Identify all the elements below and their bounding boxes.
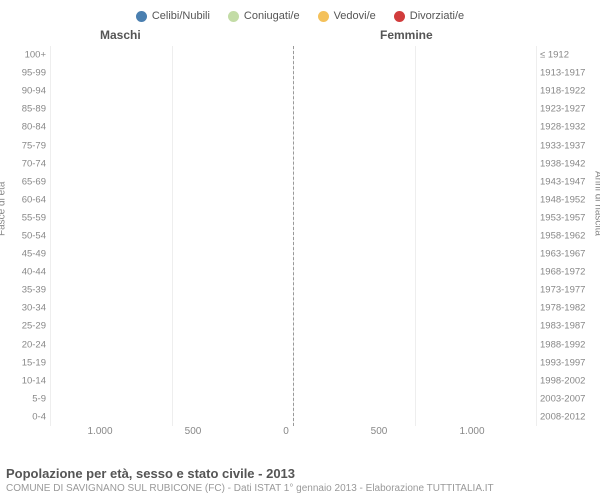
- y-tick-year: 1943-1947: [540, 177, 600, 187]
- chart-footer: Popolazione per età, sesso e stato civil…: [6, 466, 594, 494]
- y-tick-age: 90-94: [0, 86, 46, 96]
- header-female: Femmine: [380, 28, 433, 42]
- y-tick-year: 1963-1967: [540, 249, 600, 259]
- y-tick-year: 1948-1952: [540, 195, 600, 205]
- y-tick-year: 2003-2007: [540, 394, 600, 404]
- age-row: [50, 66, 536, 80]
- chart-title: Popolazione per età, sesso e stato civil…: [6, 466, 594, 481]
- age-row: [50, 48, 536, 62]
- y-tick-age: 50-54: [0, 231, 46, 241]
- legend-label: Vedovi/e: [334, 10, 376, 22]
- y-tick-age: 30-34: [0, 304, 46, 314]
- age-row: [50, 175, 536, 189]
- y-tick-year: 1953-1957: [540, 213, 600, 223]
- y-tick-age: 70-74: [0, 159, 46, 169]
- y-tick-year: ≤ 1912: [540, 50, 600, 60]
- y-tick-age: 45-49: [0, 249, 46, 259]
- legend-label: Celibi/Nubili: [152, 10, 210, 22]
- age-row: [50, 193, 536, 207]
- age-row: [50, 265, 536, 279]
- age-row: [50, 301, 536, 315]
- y-tick-year: 1958-1962: [540, 231, 600, 241]
- age-row: [50, 247, 536, 261]
- y-tick-age: 80-84: [0, 123, 46, 133]
- legend-swatch: [136, 11, 147, 22]
- y-axis-age: 0-4 5-9 10-14 15-19 20-24 25-29 30-34 35-39 40-4…: [0, 46, 46, 426]
- column-headers: Maschi Femmine: [0, 28, 600, 44]
- legend-label: Divorziati/e: [410, 10, 464, 22]
- y-tick-age: 20-24: [0, 340, 46, 350]
- age-row: [50, 338, 536, 352]
- legend-item: Celibi/Nubili: [136, 10, 210, 22]
- legend: Celibi/Nubili Coniugati/e Vedovi/e Divorzia…: [0, 10, 600, 22]
- chart-subtitle: COMUNE DI SAVIGNANO SUL RUBICONE (FC) - …: [6, 483, 594, 494]
- age-row: [50, 319, 536, 333]
- age-row: [50, 102, 536, 116]
- y-tick-year: 1988-1992: [540, 340, 600, 350]
- header-male: Maschi: [100, 28, 141, 42]
- y-tick-year: 2008-2012: [540, 412, 600, 422]
- legend-item: Vedovi/e: [318, 10, 376, 22]
- x-tick: 500: [185, 426, 202, 437]
- legend-swatch: [228, 11, 239, 22]
- age-row: [50, 84, 536, 98]
- y-tick-age: 85-89: [0, 105, 46, 115]
- x-axis: 1.00050005001.000: [100, 426, 472, 444]
- plot-area: 1.00050005001.000: [50, 46, 536, 426]
- x-tick: 500: [371, 426, 388, 437]
- x-tick: 0: [283, 426, 289, 437]
- age-row: [50, 392, 536, 406]
- y-tick-year: 1983-1987: [540, 322, 600, 332]
- y-tick-year: 1938-1942: [540, 159, 600, 169]
- age-row: [50, 211, 536, 225]
- y-tick-age: 65-69: [0, 177, 46, 187]
- age-row: [50, 138, 536, 152]
- bar-rows: [50, 46, 536, 426]
- y-tick-year: 1913-1917: [540, 68, 600, 78]
- x-tick: 1.000: [459, 426, 484, 437]
- y-tick-year: 1998-2002: [540, 376, 600, 386]
- age-row: [50, 229, 536, 243]
- y-tick-age: 100+: [0, 50, 46, 60]
- legend-item: Coniugati/e: [228, 10, 300, 22]
- legend-swatch: [394, 11, 405, 22]
- y-tick-year: 1923-1927: [540, 105, 600, 115]
- y-tick-year: 1918-1922: [540, 86, 600, 96]
- y-tick-age: 95-99: [0, 68, 46, 78]
- y-tick-year: 1993-1997: [540, 358, 600, 368]
- y-axis-year: 2008-2012 2003-2007 1998-2002 1993-1997 1988…: [540, 46, 600, 426]
- y-tick-year: 1933-1937: [540, 141, 600, 151]
- age-row: [50, 283, 536, 297]
- y-tick-year: 1928-1932: [540, 123, 600, 133]
- legend-item: Divorziati/e: [394, 10, 464, 22]
- y-tick-year: 1978-1982: [540, 304, 600, 314]
- y-tick-year: 1973-1977: [540, 286, 600, 296]
- y-tick-age: 35-39: [0, 286, 46, 296]
- y-tick-year: 1968-1972: [540, 267, 600, 277]
- age-row: [50, 157, 536, 171]
- plot: Fasce di età Anni di nascita 0-45-910-14…: [0, 46, 600, 426]
- x-tick: 1.000: [87, 426, 112, 437]
- y-tick-age: 25-29: [0, 322, 46, 332]
- y-tick-age: 15-19: [0, 358, 46, 368]
- age-row: [50, 356, 536, 370]
- y-tick-age: 75-79: [0, 141, 46, 151]
- y-tick-age: 0-4: [0, 412, 46, 422]
- age-row: [50, 410, 536, 424]
- age-row: [50, 120, 536, 134]
- legend-swatch: [318, 11, 329, 22]
- population-pyramid-chart: Celibi/Nubili Coniugati/e Vedovi/e Divorzia…: [0, 0, 600, 500]
- legend-label: Coniugati/e: [244, 10, 300, 22]
- y-tick-age: 40-44: [0, 267, 46, 277]
- age-row: [50, 374, 536, 388]
- y-tick-age: 10-14: [0, 376, 46, 386]
- gridline-v: [536, 46, 537, 426]
- y-tick-age: 55-59: [0, 213, 46, 223]
- y-tick-age: 60-64: [0, 195, 46, 205]
- y-tick-age: 5-9: [0, 394, 46, 404]
